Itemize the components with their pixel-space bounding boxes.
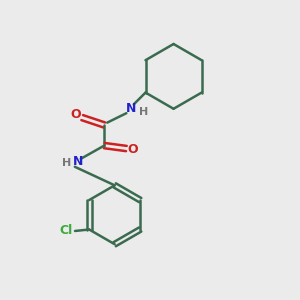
Text: O: O xyxy=(128,143,138,157)
Text: N: N xyxy=(73,155,83,168)
Text: O: O xyxy=(70,108,81,121)
Text: Cl: Cl xyxy=(60,224,73,238)
Text: H: H xyxy=(62,158,71,168)
Text: N: N xyxy=(126,102,136,115)
Text: H: H xyxy=(139,107,148,117)
